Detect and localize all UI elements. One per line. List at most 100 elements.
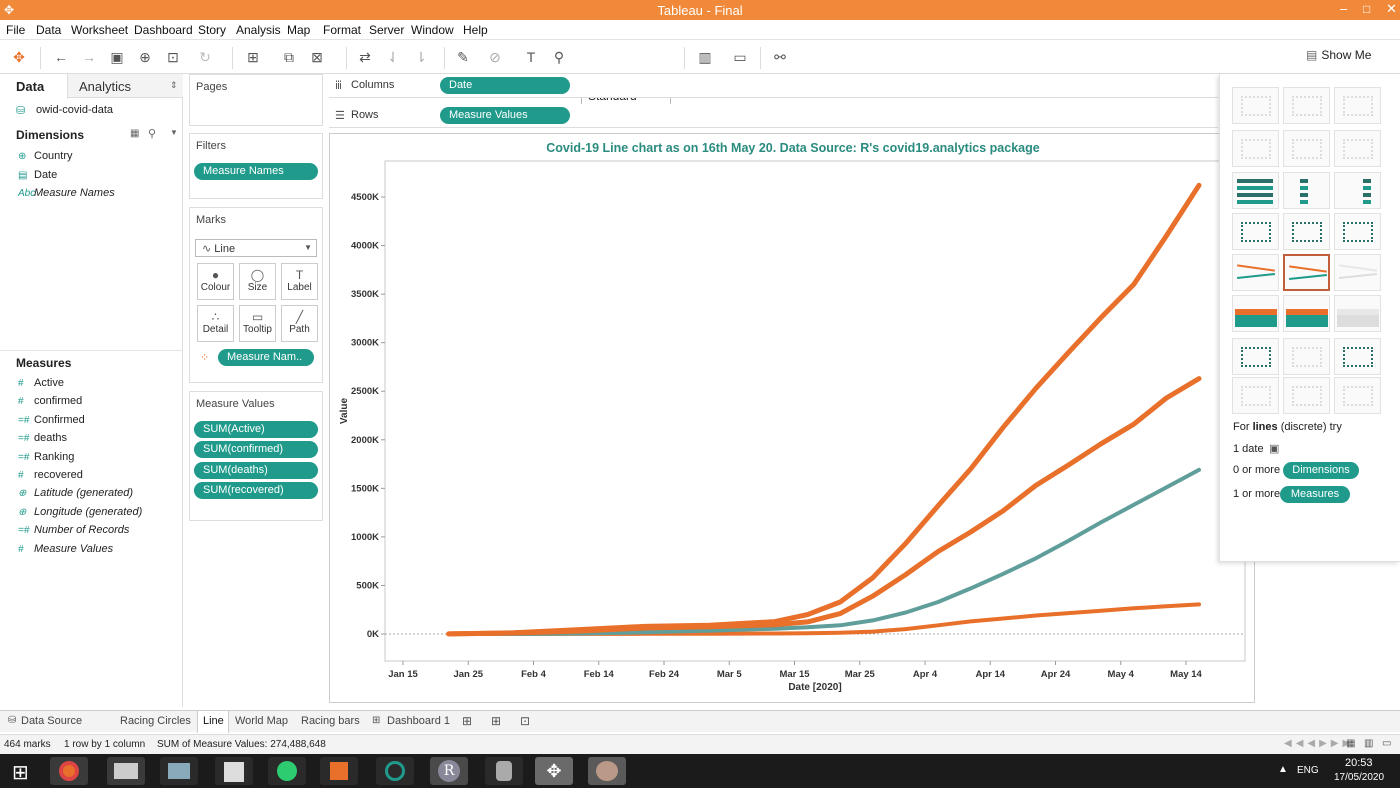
show-me-area-discrete-icon[interactable] [1283, 295, 1330, 332]
filters-card[interactable]: Filters Measure Names [189, 133, 323, 199]
series-line-0[interactable] [446, 182, 1202, 637]
tab-data[interactable]: Data [16, 79, 45, 94]
tab-data-source[interactable]: Data Source [21, 715, 83, 727]
menu-map[interactable]: Map [287, 23, 311, 37]
undo-icon[interactable]: ← [54, 49, 68, 65]
show-me-circle-views-icon[interactable] [1283, 213, 1330, 250]
grid-view-icon[interactable]: ▦ [1346, 738, 1356, 749]
measure-field[interactable]: =# Confirmed [18, 414, 85, 426]
chevron-down-icon[interactable]: ▼ [170, 128, 178, 137]
sheet-nav-icons[interactable]: ◀◀◀▶▶▶ [1284, 738, 1355, 749]
show-me-histogram-icon[interactable] [1283, 338, 1330, 375]
measure-field[interactable]: # recovered [18, 469, 83, 481]
fix-axes-icon[interactable]: ⚲ [553, 49, 565, 65]
show-me-button[interactable]: ▤ Show Me [1306, 48, 1372, 62]
tableau-taskbar-icon[interactable]: ✥ [535, 757, 573, 785]
paint-icon[interactable] [588, 757, 626, 785]
show-me-area-continuous-icon[interactable] [1232, 295, 1279, 332]
menu-format[interactable]: Format [323, 23, 362, 37]
pages-card[interactable]: Pages [189, 74, 323, 126]
tab-world-map[interactable]: World Map [235, 715, 288, 727]
chrome-icon[interactable] [50, 757, 88, 785]
dimension-field[interactable]: ▤ Date [18, 169, 57, 181]
new-dashboard-icon[interactable]: ⊞ [491, 714, 502, 728]
show-me-packed-bubbles-icon[interactable] [1334, 377, 1381, 414]
measure-values-pill[interactable]: SUM(recovered) [194, 481, 318, 499]
measure-field[interactable]: # confirmed [18, 395, 82, 407]
tableau-logo-icon[interactable]: ✥ [13, 49, 25, 65]
show-me-heat-map-icon[interactable] [1283, 87, 1330, 124]
share-icon[interactable]: ⚯ [774, 49, 786, 65]
whatsapp-icon[interactable] [268, 757, 306, 785]
new-story-icon[interactable]: ⊡ [520, 714, 531, 728]
tab-racing-circles[interactable]: Racing Circles [120, 715, 191, 727]
media-player-icon[interactable] [320, 757, 358, 785]
tab-analytics[interactable]: Analytics [79, 79, 132, 94]
printer-icon[interactable] [107, 757, 145, 785]
measure-field[interactable]: # Measure Values [18, 543, 113, 555]
measure-field[interactable]: ⊕ Latitude (generated) [18, 487, 133, 499]
measure-field[interactable]: # Active [18, 377, 64, 389]
tab-racing-bars[interactable]: Racing bars [301, 715, 360, 727]
save-icon[interactable]: ▣ [110, 49, 124, 65]
tabs-view-icon[interactable]: ▭ [1382, 738, 1392, 749]
measure-values-pill[interactable]: SUM(confirmed) [194, 441, 318, 459]
measure-values-pill[interactable]: SUM(deaths) [194, 461, 318, 479]
dimension-field[interactable]: ⊕ Country [18, 150, 73, 162]
series-line-1[interactable] [446, 376, 1202, 637]
duplicate-sheet-icon[interactable]: ⧉ [284, 49, 294, 65]
new-worksheet-icon[interactable]: ⊞ [247, 49, 259, 65]
maximize-icon[interactable]: □ [1363, 2, 1371, 16]
show-me-stacked-bars-icon[interactable] [1283, 172, 1330, 209]
marks-detail-button[interactable]: ∴ Detail [197, 305, 234, 342]
windows-start-icon[interactable]: ⊞ [12, 762, 29, 784]
measure-field[interactable]: =# deaths [18, 432, 67, 444]
show-me-pie-chart-icon[interactable] [1334, 130, 1381, 167]
refresh-icon[interactable]: ↻ [199, 49, 211, 65]
r-icon[interactable]: R [430, 757, 468, 785]
show-me-highlight-table-icon[interactable] [1334, 87, 1381, 124]
show-me-side-by-side-bars-icon[interactable] [1334, 172, 1381, 209]
calculator-icon[interactable] [215, 757, 253, 785]
show-me-symbol-map-icon[interactable] [1232, 130, 1279, 167]
mark-type-dropdown[interactable]: ∿ Line ▼ [195, 239, 317, 257]
marks-size-button[interactable]: ◯ Size [239, 263, 276, 300]
menu-window[interactable]: Window [411, 23, 454, 37]
cards-icon[interactable]: ▥ [698, 49, 712, 65]
sort-ascending-icon[interactable]: ⇃ [387, 49, 399, 65]
datasource-name[interactable]: owid-covid-data [36, 104, 114, 116]
line-chart[interactable]: Covid-19 Line chart as on 16th May 20. D… [330, 134, 1256, 704]
tab-dashboard-1[interactable]: Dashboard 1 [387, 715, 450, 727]
measure-field[interactable]: =# Number of Records [18, 524, 129, 536]
language-indicator[interactable]: ENG [1297, 765, 1319, 776]
new-datasource-icon[interactable]: ⊕ [139, 49, 151, 65]
pause-updates-icon[interactable]: ⊡ [167, 49, 179, 65]
menu-story[interactable]: Story [198, 23, 227, 37]
loading-icon[interactable] [376, 757, 414, 785]
menu-help[interactable]: Help [463, 23, 488, 37]
tab-line[interactable]: Line [203, 715, 224, 727]
menu-analysis[interactable]: Analysis [236, 23, 281, 37]
menu-file[interactable]: File [6, 23, 26, 37]
rows-pill-measure-values[interactable]: Measure Values [440, 107, 570, 124]
show-me-text-table-icon[interactable] [1232, 87, 1279, 124]
marks-label-button[interactable]: T Label [281, 263, 318, 300]
clock-date[interactable]: 17/05/2020 [1334, 772, 1385, 783]
show-me-horizontal-bars-icon[interactable] [1232, 172, 1279, 209]
search-icon[interactable]: ⚲ [148, 128, 157, 140]
menu-server[interactable]: Server [369, 23, 405, 37]
filter-pill-measure-names[interactable]: Measure Names [194, 163, 318, 180]
menu-dashboard[interactable]: Dashboard [134, 23, 193, 37]
colour-pill-measure-names[interactable]: Measure Nam.. [218, 349, 314, 366]
new-worksheet-icon[interactable]: ⊞ [462, 714, 473, 728]
sort-descending-icon[interactable]: ⇂ [415, 49, 427, 65]
minimize-icon[interactable]: – [1340, 1, 1348, 16]
clear-sheet-icon[interactable]: ⊠ [311, 49, 323, 65]
redo-icon[interactable]: → [82, 49, 96, 65]
view-grid-icon[interactable]: ▦ [130, 128, 140, 139]
computer-icon[interactable] [160, 757, 198, 785]
marks-tooltip-button[interactable]: ▭ Tooltip [239, 305, 276, 342]
show-me-bullet-graph-icon[interactable] [1283, 377, 1330, 414]
show-me-discrete-lines-icon[interactable] [1283, 254, 1330, 291]
show-me-dual-combination-icon[interactable] [1334, 295, 1381, 332]
